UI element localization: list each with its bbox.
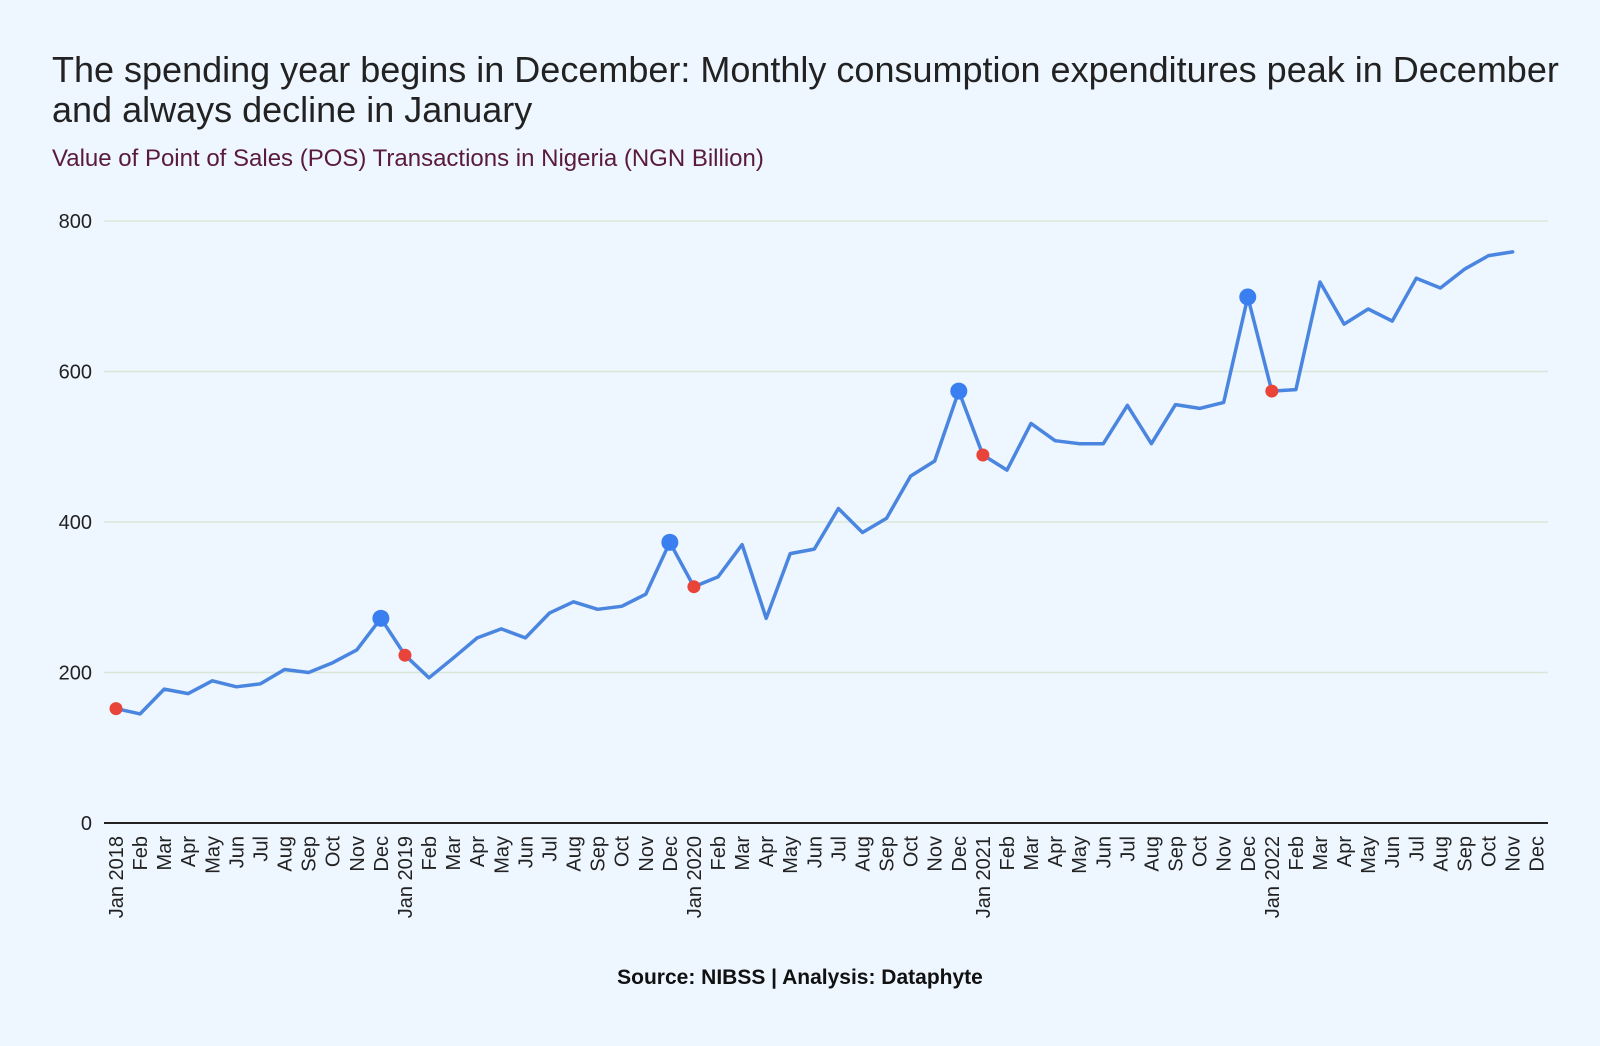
- y-tick-label: 600: [59, 362, 92, 384]
- x-tick-label: Oct: [612, 836, 634, 868]
- x-tick-label: Jan 2022: [1262, 836, 1284, 918]
- x-tick-label: Nov: [347, 836, 369, 872]
- january-point: [976, 448, 990, 462]
- y-tick-label: 400: [59, 512, 92, 534]
- x-tick-label: Jul: [539, 836, 561, 862]
- x-tick-label: May: [780, 836, 802, 874]
- x-tick-label: Jul: [1117, 836, 1139, 862]
- series-line: [114, 250, 1515, 716]
- y-tick-label: 200: [59, 663, 92, 685]
- x-tick-label: Jun: [226, 836, 248, 868]
- january-point: [109, 702, 123, 716]
- x-tick-label: Dec: [660, 836, 682, 872]
- x-tick-label: Feb: [419, 836, 441, 870]
- x-tick-label: Feb: [997, 836, 1019, 870]
- x-tick-label: May: [202, 836, 224, 874]
- x-tick-label: Dec: [949, 836, 971, 872]
- x-tick-label: Jul: [250, 836, 272, 862]
- source-note: Source: NIBSS | Analysis: Dataphyte: [617, 966, 983, 989]
- x-tick-label: Nov: [1214, 836, 1236, 872]
- x-tick-label: Oct: [1479, 836, 1501, 868]
- x-tick-label: Nov: [925, 836, 947, 872]
- y-tick-label: 800: [59, 211, 92, 233]
- x-axis: Jan 2018 Feb Mar Apr May Jun Jul Aug Sep Oct Nov De…: [104, 822, 1549, 918]
- x-tick-label: Apr: [178, 836, 200, 867]
- x-tick-label: Oct: [901, 836, 923, 868]
- january-point: [398, 648, 412, 662]
- x-tick-label: Dec: [371, 836, 393, 872]
- x-tick-label: May: [1069, 836, 1091, 874]
- x-tick-label: Jul: [828, 836, 850, 862]
- x-tick-label: Sep: [588, 836, 610, 872]
- x-tick-label: Aug: [564, 836, 586, 872]
- x-tick-label: Jan 2018: [106, 836, 128, 918]
- x-tick-label: Sep: [1166, 836, 1188, 872]
- january-point: [1265, 384, 1279, 398]
- y-tick-label: 0: [81, 813, 92, 835]
- x-tick-label: Feb: [1286, 836, 1308, 870]
- x-tick-label: Oct: [1190, 836, 1212, 868]
- chart-title: The spending year begins in December: Mo…: [52, 49, 1559, 130]
- x-tick-label: Apr: [467, 836, 489, 867]
- x-tick-label: Jul: [1406, 836, 1428, 862]
- x-tick-label: Oct: [323, 836, 345, 868]
- x-tick-label: May: [1358, 836, 1380, 874]
- x-tick-label: Nov: [636, 836, 658, 872]
- december-peak-point: [661, 533, 679, 551]
- chart-subtitle: Value of Point of Sales (POS) Transactio…: [52, 145, 764, 172]
- x-tick-label: Sep: [877, 836, 899, 872]
- x-tick-label: Dec: [1238, 836, 1260, 872]
- x-tick-label: Mar: [732, 836, 754, 871]
- x-tick-label: Jun: [1382, 836, 1404, 868]
- x-tick-label: Jan 2020: [684, 836, 706, 918]
- y-axis: 0 200 400 600 800: [59, 211, 92, 835]
- x-tick-label: Aug: [1141, 836, 1163, 872]
- x-tick-label: Mar: [154, 836, 176, 871]
- x-tick-label: Aug: [1430, 836, 1452, 872]
- x-tick-label: Sep: [1454, 836, 1476, 872]
- december-peak-point: [372, 609, 390, 627]
- december-peak-point: [950, 382, 968, 400]
- x-tick-label: Apr: [756, 836, 778, 867]
- x-tick-label: May: [491, 836, 513, 874]
- x-tick-label: Nov: [1503, 836, 1525, 872]
- series-layer: [114, 250, 1515, 716]
- x-tick-label: Feb: [708, 836, 730, 870]
- x-tick-label: Feb: [130, 836, 152, 870]
- december-peak-point: [1239, 288, 1257, 306]
- x-tick-label: Sep: [299, 836, 321, 872]
- x-tick-label: Apr: [1045, 836, 1067, 867]
- x-tick-label: Mar: [1310, 836, 1332, 871]
- x-tick-label: Jun: [1093, 836, 1115, 868]
- x-tick-label: Mar: [1021, 836, 1043, 871]
- x-tick-label: Dec: [1527, 836, 1549, 872]
- x-tick-label: Jun: [804, 836, 826, 868]
- x-tick-label: Aug: [275, 836, 297, 872]
- x-tick-label: Jan 2021: [973, 836, 995, 918]
- x-tick-label: Apr: [1334, 836, 1356, 867]
- marker-layer: [109, 288, 1279, 716]
- x-tick-label: Aug: [852, 836, 874, 872]
- january-point: [687, 580, 701, 594]
- grid-layer: [104, 220, 1548, 674]
- x-tick-label: Jan 2019: [395, 836, 417, 918]
- x-tick-label: Mar: [443, 836, 465, 871]
- x-tick-label: Jun: [515, 836, 537, 868]
